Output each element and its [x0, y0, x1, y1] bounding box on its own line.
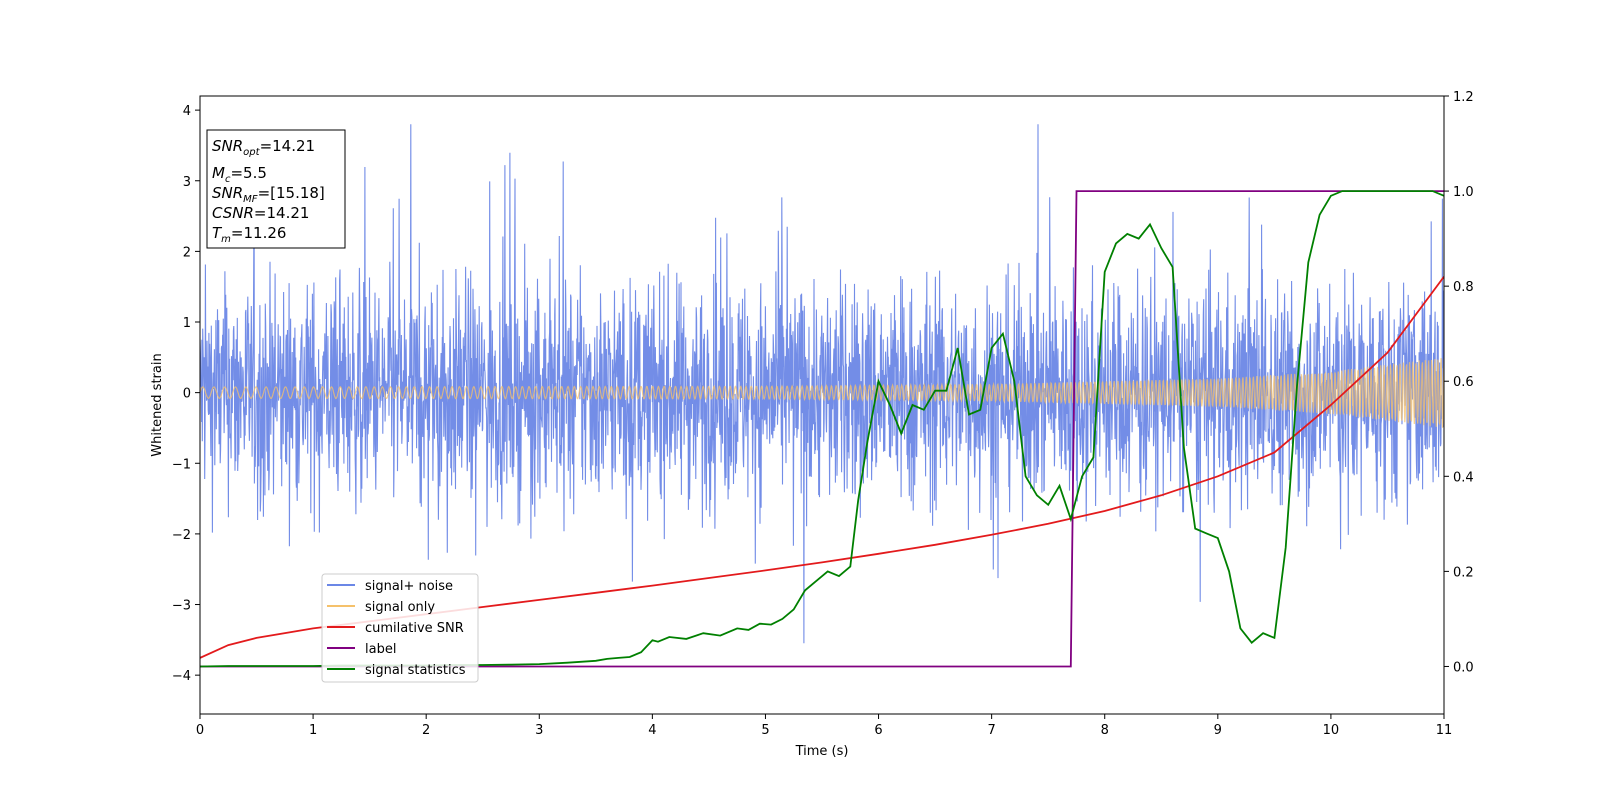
- y-right-tick-label: 0.4: [1453, 470, 1474, 485]
- y-right-tick-label: 0.8: [1453, 280, 1474, 295]
- series-signal-only: [200, 358, 1444, 428]
- legend-item-cumulative-snr: cumilative SNR: [327, 621, 464, 636]
- legend-item-signal-noise: signal+ noise: [327, 579, 453, 594]
- series-signal-statistics: [200, 190, 1444, 668]
- series-signal-noise: [200, 124, 1444, 644]
- legend-label: signal only: [365, 600, 435, 615]
- x-tick-label: 1: [309, 723, 317, 738]
- info-snr-opt: SNRopt=14.21: [212, 137, 315, 158]
- legend-label: signal+ noise: [365, 579, 453, 594]
- legend-label: cumilative SNR: [365, 621, 464, 636]
- y-right-tick-label: 0.6: [1453, 375, 1474, 390]
- x-tick-label: 3: [535, 723, 543, 738]
- y-right-tick-label: 0.0: [1453, 660, 1474, 675]
- legend-item-signal-only: signal only: [327, 600, 435, 615]
- x-tick-label: 2: [422, 723, 430, 738]
- y-left-tick-label: −2: [172, 528, 191, 543]
- y-right-tick-label: 0.2: [1453, 565, 1474, 580]
- x-tick-label: 0: [196, 723, 204, 738]
- y-left-tick-label: −1: [172, 457, 191, 472]
- legend: signal+ noise signal only cumilative SNR…: [321, 573, 479, 683]
- plot-frame: [199, 95, 1445, 715]
- y-left-tick-label: 2: [183, 245, 191, 260]
- x-tick-label: 4: [648, 723, 656, 738]
- info-mc: Mc=5.5: [212, 164, 267, 185]
- y-axis-label: Whitened strain: [150, 353, 165, 456]
- x-tick-label: 9: [1214, 723, 1222, 738]
- info-tm: Tm=11.26: [212, 224, 286, 245]
- x-tick-label: 10: [1323, 723, 1340, 738]
- noise-trace: [200, 124, 1444, 644]
- y-left-tick-label: 4: [183, 104, 191, 119]
- y-left-tick-label: −3: [172, 599, 191, 614]
- info-box: SNRopt=14.21 Mc=5.5 SNRMF=[15.18] CSNR=1…: [206, 129, 346, 249]
- x-tick-label: 7: [987, 723, 995, 738]
- y-left-tick-label: 0: [183, 387, 191, 402]
- x-tick-label: 11: [1436, 723, 1453, 738]
- y-left-tick-label: −4: [172, 669, 191, 684]
- info-csnr: CSNR=14.21: [212, 204, 309, 222]
- y-right-tick-label: 1.0: [1453, 185, 1474, 200]
- info-box-frame: [206, 129, 346, 249]
- legend-frame: [321, 573, 479, 683]
- y-left-tick-label: 3: [183, 175, 191, 190]
- y-right-tick-label: 1.2: [1453, 90, 1474, 105]
- y-left-tick-label: 1: [183, 316, 191, 331]
- info-snr-mf: SNRMF=[15.18]: [212, 184, 325, 205]
- legend-label: label: [365, 642, 396, 657]
- x-tick-label: 8: [1101, 723, 1109, 738]
- legend-label: signal statistics: [365, 663, 466, 678]
- y-axis-left: −4 −3 −2 −1 0 1 2 3 4: [172, 104, 200, 684]
- series-label: [200, 190, 1444, 668]
- x-axis: 0 1 2 3 4 5 6 7 8 9 10 11: [196, 714, 1452, 738]
- legend-item-signal-statistics: signal statistics: [327, 663, 466, 678]
- x-tick-label: 5: [761, 723, 769, 738]
- x-tick-label: 6: [874, 723, 882, 738]
- x-axis-label: Time (s): [795, 744, 849, 759]
- legend-item-label: label: [327, 642, 396, 657]
- y-axis-right: 0.0 0.2 0.4 0.6 0.8 1.0 1.2: [1444, 90, 1474, 675]
